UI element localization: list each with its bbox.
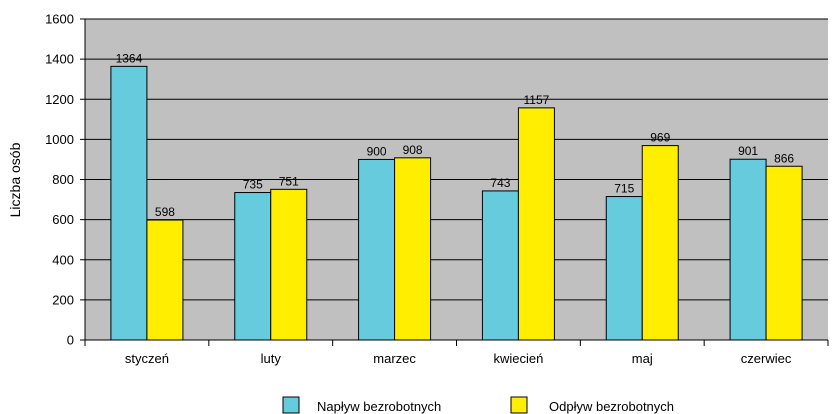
bar bbox=[234, 192, 272, 341]
y-tick-label: 1400 bbox=[45, 52, 74, 67]
bar bbox=[765, 165, 803, 341]
x-tick-label: kwiecień bbox=[493, 351, 543, 366]
y-tick-label: 1600 bbox=[45, 12, 74, 27]
bar-value-label: 598 bbox=[155, 205, 175, 219]
y-axis-title: Liczba osób bbox=[7, 142, 23, 217]
bar-value-label: 908 bbox=[403, 143, 423, 157]
bar-value-label: 751 bbox=[279, 174, 299, 188]
x-tick-label: maj bbox=[632, 351, 653, 366]
x-tick-label: luty bbox=[261, 351, 282, 366]
y-tick-label: 1000 bbox=[45, 132, 74, 147]
bar-value-label: 743 bbox=[490, 176, 510, 190]
bar-value-label: 1364 bbox=[116, 51, 143, 65]
legend-label-inflow: Napływ bezrobotnych bbox=[317, 399, 441, 414]
bar bbox=[729, 158, 767, 341]
legend: Napływ bezrobotnych Odpływ bezrobotnych bbox=[282, 396, 674, 414]
y-tick-label: 0 bbox=[67, 333, 74, 348]
y-tick-label: 200 bbox=[52, 292, 74, 307]
y-tick-label: 800 bbox=[52, 172, 74, 187]
bar bbox=[358, 158, 396, 341]
x-tick-label: marzec bbox=[373, 351, 416, 366]
bar bbox=[394, 157, 432, 341]
y-tick-labels: 0 200 400 600 800 1000 1200 1400 1600 bbox=[45, 12, 74, 348]
x-tick-label: styczeń bbox=[125, 351, 169, 366]
bar bbox=[641, 145, 679, 341]
bar bbox=[517, 107, 555, 341]
bar bbox=[270, 188, 308, 341]
bars bbox=[110, 65, 803, 341]
legend-swatch-outflow bbox=[510, 396, 528, 414]
bar-value-label: 1157 bbox=[524, 93, 550, 107]
axes bbox=[80, 18, 829, 346]
y-tick-label: 400 bbox=[52, 252, 74, 267]
bar-value-label: 866 bbox=[774, 151, 794, 165]
value-labels: 1364 598 735 751 900 908 743 1157 715 969 901 866 bbox=[116, 51, 795, 219]
bar-value-label: 735 bbox=[243, 178, 263, 192]
bar bbox=[146, 219, 184, 341]
y-tick-label: 1200 bbox=[45, 92, 74, 107]
bar bbox=[481, 190, 519, 341]
legend-swatch-inflow bbox=[282, 396, 300, 414]
bar-value-label: 900 bbox=[367, 144, 387, 158]
bar-value-label: 715 bbox=[614, 182, 634, 196]
y-tick-label: 600 bbox=[52, 212, 74, 227]
x-tick-labels: styczeń luty marzec kwiecień maj czerwiec bbox=[125, 351, 792, 366]
gridlines bbox=[85, 18, 828, 301]
bar-value-label: 969 bbox=[650, 131, 670, 145]
bar-value-label: 901 bbox=[738, 144, 758, 158]
bar bbox=[605, 196, 643, 341]
x-tick-label: czerwiec bbox=[741, 351, 792, 366]
legend-label-outflow: Odpływ bezrobotnych bbox=[549, 399, 674, 414]
bar bbox=[110, 65, 148, 341]
